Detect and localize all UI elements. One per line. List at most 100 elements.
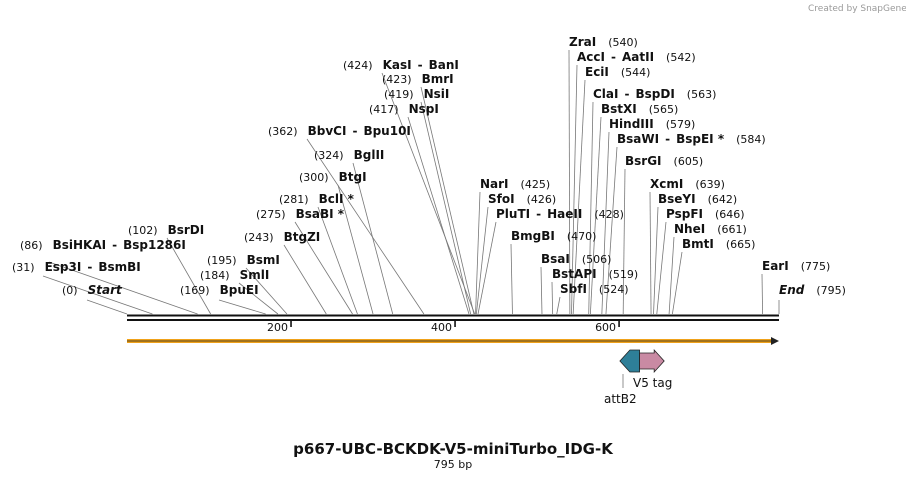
site-btgzi[interactable]: (243) BtgZI <box>244 230 320 244</box>
site-zrai[interactable]: ZraI (540) <box>569 35 638 49</box>
site-position: (506) <box>582 253 612 266</box>
site-name: Esp3I <box>45 260 82 274</box>
site-btgi[interactable]: (300) BtgI <box>299 170 367 184</box>
leader-line-bsabi <box>294 221 353 315</box>
site-clai[interactable]: ClaI - BspDI (563) <box>593 87 716 101</box>
site-bmti[interactable]: BmtI (665) <box>682 237 755 251</box>
site-name: ZraI <box>569 35 596 49</box>
site-bsrgi[interactable]: BsrGI (605) <box>625 154 703 168</box>
site-name: BsaWI <box>617 132 659 146</box>
site-bsabi[interactable]: (275) BsaBI * <box>256 207 345 221</box>
site-name: NheI <box>674 222 705 236</box>
leader-line-hindiii <box>601 131 610 315</box>
site-name: BmtI <box>682 237 714 251</box>
leader-line-smli <box>238 282 279 315</box>
leader-line-nhei <box>668 236 675 315</box>
leader-line-acci <box>571 64 578 315</box>
site-xcmi[interactable]: XcmI (639) <box>650 177 725 191</box>
site-name-2: Bsp1286I <box>123 238 186 252</box>
site-position: (425) <box>521 178 551 191</box>
leader-line-bmti <box>671 251 683 315</box>
site-position: (642) <box>708 193 738 206</box>
site-nhei[interactable]: NheI (661) <box>674 222 747 236</box>
site-name: BtgZI <box>284 230 321 244</box>
leader-line-bmri <box>420 86 475 315</box>
site-position: (540) <box>608 36 638 49</box>
leader-line-nspi <box>407 116 470 315</box>
site-bglii[interactable]: (324) BglII <box>314 148 384 162</box>
site-name: PspFI <box>666 207 703 221</box>
site-end[interactable]: End (795) <box>779 283 846 297</box>
site-sfoi[interactable]: SfoI (426) <box>488 192 556 206</box>
site-separator: - <box>87 260 92 274</box>
site-nsii[interactable]: (419) NsiI <box>384 87 449 101</box>
site-name: BsrGI <box>625 154 662 168</box>
site-start[interactable]: (0) Start <box>62 283 123 297</box>
site-bsihkai[interactable]: (86) BsiHKAI - Bsp1286I <box>20 238 186 252</box>
site-name: End <box>779 283 805 297</box>
site-name: BsiHKAI <box>53 238 107 252</box>
leader-line-clai <box>588 101 594 315</box>
site-acci[interactable]: AccI - AatII (542) <box>577 50 696 64</box>
site-name: PluTI <box>496 207 530 221</box>
attb2-feature[interactable] <box>619 349 640 373</box>
leader-line-bglii <box>352 162 394 315</box>
site-bseyi[interactable]: BseYI (642) <box>658 192 737 206</box>
site-position: (646) <box>715 208 745 221</box>
site-position: (102) <box>128 224 158 237</box>
site-smli[interactable]: (184) SmlI <box>200 268 269 282</box>
site-position: (519) <box>609 268 639 281</box>
site-position: (428) <box>594 208 624 221</box>
site-kasi[interactable]: (424) KasI - BanI <box>343 58 459 72</box>
site-bsawi[interactable]: BsaWI - BspEI * (584) <box>617 132 766 146</box>
site-esp3i[interactable]: (31) Esp3I - BsmBI <box>12 260 141 274</box>
leader-line-bsihkai <box>48 261 198 315</box>
site-bcli[interactable]: (281) BclI * <box>279 192 355 206</box>
site-nari[interactable]: NarI (425) <box>480 177 550 191</box>
site-position: (524) <box>599 283 629 296</box>
site-bsmi[interactable]: (195) BsmI <box>207 253 280 267</box>
leader-line-bstxi <box>589 116 602 315</box>
site-bsai[interactable]: BsaI (506) <box>541 252 611 266</box>
site-hindiii[interactable]: HindIII (579) <box>609 117 695 131</box>
site-position: (544) <box>621 66 651 79</box>
site-name: SfoI <box>488 192 515 206</box>
site-separator: - <box>624 87 629 101</box>
site-bsrdi[interactable]: (102) BsrDI <box>128 223 204 237</box>
site-pspfi[interactable]: PspFI (646) <box>666 207 745 221</box>
site-eari[interactable]: EarI (775) <box>762 259 830 273</box>
site-name: NsiI <box>424 87 450 101</box>
site-separator: - <box>665 132 670 146</box>
leader-line-pluti <box>477 221 497 315</box>
scale-ruler: 200 400 600 <box>267 321 620 334</box>
site-ecii[interactable]: EciI (544) <box>585 65 650 79</box>
site-bbvci[interactable]: (362) BbvCI - Bpu10I <box>268 124 411 138</box>
site-name: BsrDI <box>168 223 205 237</box>
site-bstxi[interactable]: BstXI (565) <box>601 102 678 116</box>
site-nspi[interactable]: (417) NspI <box>369 102 439 116</box>
site-bpuei[interactable]: (169) BpuEI <box>180 283 259 297</box>
features: attB2 V5 tag <box>604 348 672 406</box>
site-bmgbi[interactable]: BmgBI (470) <box>511 229 596 243</box>
site-name: NspI <box>409 102 439 116</box>
v5-tag-feature[interactable] <box>639 348 665 374</box>
site-name: SmlI <box>240 268 270 282</box>
site-bstapi[interactable]: BstAPI (519) <box>552 267 638 281</box>
site-name: XcmI <box>650 177 683 191</box>
site-position: (665) <box>726 238 756 251</box>
site-position: (775) <box>801 260 831 273</box>
leader-line-bsai <box>540 266 543 315</box>
site-position: (0) <box>62 284 78 297</box>
site-pluti[interactable]: PluTI - HaeII (428) <box>496 207 624 221</box>
site-sbfi[interactable]: SbfI (524) <box>560 282 629 296</box>
leader-line-bcli <box>317 206 358 315</box>
orf-arrow[interactable] <box>127 337 779 345</box>
site-bmri[interactable]: (423) BmrI <box>382 72 454 86</box>
site-name-2: BspDI <box>635 87 674 101</box>
site-name: BpuEI <box>220 283 259 297</box>
site-name: Start <box>88 283 123 297</box>
site-name-2: HaeII <box>547 207 582 221</box>
site-name: EciI <box>585 65 609 79</box>
site-position: (169) <box>180 284 210 297</box>
site-name: ClaI <box>593 87 618 101</box>
